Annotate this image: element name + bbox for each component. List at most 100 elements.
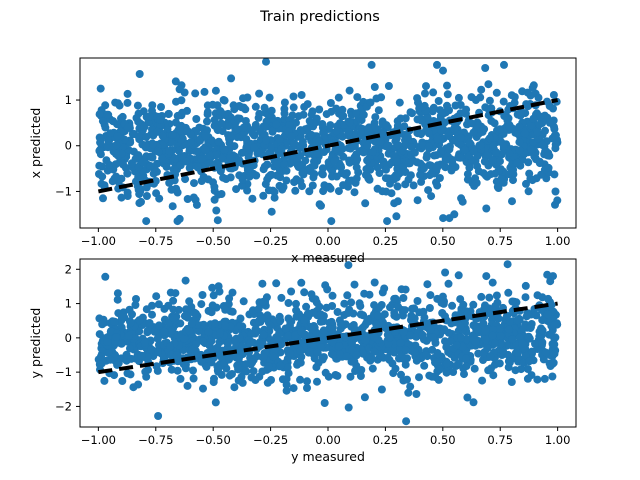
scatter-point bbox=[197, 155, 206, 163]
scatter-point bbox=[287, 287, 296, 296]
scatter-point bbox=[248, 194, 257, 203]
scatter-point bbox=[456, 153, 465, 162]
scatter-point bbox=[394, 303, 403, 311]
scatter-point bbox=[526, 324, 535, 332]
scatter-point bbox=[504, 288, 513, 297]
scatter-point bbox=[169, 305, 178, 314]
scatter-point bbox=[230, 105, 239, 114]
scatter-point bbox=[502, 312, 511, 321]
scatter-point bbox=[433, 350, 442, 359]
scatter-point bbox=[267, 207, 276, 216]
scatter-point bbox=[95, 360, 104, 369]
scatter-point bbox=[192, 200, 201, 209]
x-tick-label: 1.00 bbox=[545, 234, 571, 248]
scatter-point bbox=[165, 147, 173, 156]
scatter-point bbox=[420, 164, 428, 173]
scatter-point bbox=[409, 181, 418, 190]
scatter-point bbox=[492, 88, 501, 97]
scatter-point bbox=[451, 362, 460, 370]
scatter-point bbox=[333, 308, 342, 316]
scatter-point bbox=[289, 103, 298, 112]
scatter-point bbox=[522, 100, 531, 109]
scatter-point bbox=[131, 154, 140, 163]
scatter-point bbox=[384, 174, 393, 183]
y-tick-label: 2 bbox=[65, 262, 72, 276]
scatter-point bbox=[99, 194, 107, 203]
scatter-point bbox=[267, 106, 276, 115]
scatter-point bbox=[452, 341, 461, 350]
scatter-point bbox=[140, 338, 149, 347]
scatter-point bbox=[370, 83, 379, 91]
scatter-point bbox=[437, 126, 446, 135]
scatter-point bbox=[168, 202, 177, 211]
scatter-point bbox=[400, 306, 409, 315]
scatter-point bbox=[230, 336, 239, 345]
scatter-point bbox=[438, 108, 447, 117]
scatter-point bbox=[521, 293, 530, 302]
scatter-point bbox=[281, 324, 290, 333]
scatter-point bbox=[341, 170, 350, 179]
scatter-point bbox=[112, 333, 121, 341]
scatter-point bbox=[265, 93, 274, 102]
scatter-point bbox=[287, 132, 296, 141]
scatter-point bbox=[470, 181, 479, 190]
scatter-point bbox=[351, 367, 360, 375]
scatter-point bbox=[303, 377, 311, 386]
x-axis-label: x measured bbox=[291, 250, 365, 265]
scatter-point bbox=[203, 117, 211, 126]
scatter-point bbox=[491, 169, 500, 178]
scatter-point bbox=[123, 369, 132, 378]
scatter-point bbox=[538, 339, 547, 348]
scatter-point bbox=[553, 196, 562, 205]
scatter-point bbox=[208, 100, 217, 109]
scatter-point bbox=[304, 309, 313, 318]
scatter-point bbox=[192, 340, 201, 348]
scatter-point bbox=[97, 352, 105, 361]
scatter-point bbox=[382, 121, 391, 130]
scatter-point bbox=[465, 138, 474, 147]
scatter-point bbox=[315, 137, 324, 146]
scatter-point bbox=[484, 80, 493, 89]
scatter-point bbox=[429, 88, 438, 97]
scatter-point bbox=[433, 181, 442, 190]
scatter-point bbox=[262, 58, 270, 66]
scatter-point bbox=[183, 195, 192, 203]
x-tick-label: −0.50 bbox=[196, 433, 231, 447]
scatter-point bbox=[266, 143, 275, 152]
scatter-point bbox=[225, 355, 233, 364]
scatter-point bbox=[303, 384, 311, 392]
scatter-point bbox=[463, 393, 472, 402]
scatter-point bbox=[535, 120, 544, 129]
scatter-point bbox=[203, 110, 212, 119]
scatter-point bbox=[328, 302, 337, 310]
scatter-point bbox=[471, 338, 480, 347]
scatter-point bbox=[356, 128, 365, 137]
scatter-point bbox=[515, 333, 524, 342]
scatter-point bbox=[505, 122, 514, 131]
scatter-point bbox=[527, 145, 536, 154]
scatter-point bbox=[217, 119, 226, 128]
scatter-point bbox=[176, 374, 185, 383]
scatter-point bbox=[463, 170, 472, 179]
scatter-point bbox=[354, 168, 363, 177]
scatter-point bbox=[160, 304, 169, 313]
scatter-point bbox=[113, 132, 122, 141]
scatter-point bbox=[533, 128, 542, 137]
scatter-point bbox=[221, 321, 230, 330]
scatter-point bbox=[96, 150, 105, 159]
scatter-point bbox=[105, 160, 114, 169]
scatter-point bbox=[98, 162, 106, 171]
scatter-point bbox=[486, 352, 495, 361]
scatter-point bbox=[550, 340, 559, 349]
scatter-point bbox=[495, 359, 504, 368]
scatter-point bbox=[329, 351, 338, 360]
scatter-point bbox=[135, 316, 144, 325]
scatter-point bbox=[321, 281, 330, 290]
scatter-point bbox=[447, 319, 456, 328]
scatter-point bbox=[543, 310, 552, 319]
scatter-point bbox=[383, 353, 392, 362]
scatter-point bbox=[392, 312, 401, 321]
scatter-point bbox=[110, 371, 119, 380]
scatter-point bbox=[320, 148, 328, 156]
scatter-point bbox=[412, 356, 421, 365]
